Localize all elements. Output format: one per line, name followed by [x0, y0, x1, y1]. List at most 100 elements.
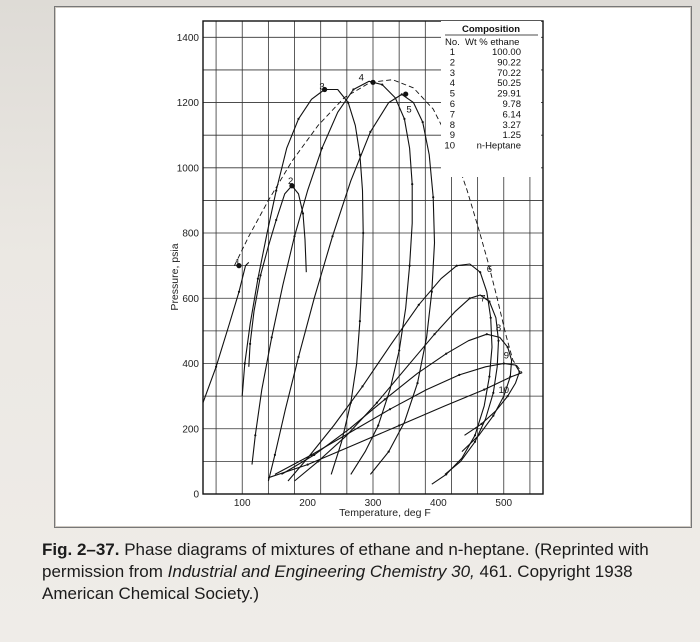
data-point — [383, 398, 386, 401]
data-point — [310, 453, 313, 456]
data-point — [398, 424, 401, 427]
data-point — [408, 264, 411, 267]
data-point — [473, 440, 477, 443]
legend-entry-wt: 9.78 — [503, 99, 522, 110]
legend-entry-no: 4 — [450, 78, 455, 89]
data-point — [358, 320, 361, 323]
y-tick-label: 800 — [182, 229, 199, 240]
x-tick-label: 300 — [365, 498, 382, 509]
data-point — [320, 147, 324, 150]
legend-entry-wt: n-Heptane — [477, 141, 521, 152]
x-axis-label: Temperature, deg F — [339, 507, 431, 519]
critical-point-marker — [370, 79, 376, 85]
legend-entry-wt: 6.14 — [503, 109, 522, 120]
tick-labels: 0 200 400 600 800 1000 1200 1400 100 200 300 400 500 — [177, 33, 513, 509]
data-point — [369, 130, 372, 133]
y-tick-label: 600 — [182, 294, 199, 305]
legend-entry-no: 10 — [444, 141, 455, 152]
data-point — [297, 117, 300, 120]
legend-entry-no: 2 — [450, 57, 455, 68]
y-tick-label: 1400 — [177, 33, 200, 44]
legend-entry-wt: 90.22 — [497, 57, 521, 68]
data-point — [347, 101, 350, 104]
y-tick-label: 1000 — [177, 163, 200, 174]
phase-envelopes — [202, 79, 523, 485]
data-point — [237, 290, 241, 293]
data-point — [417, 303, 420, 306]
legend-entry-no: 5 — [450, 89, 455, 100]
data-point — [254, 434, 257, 437]
data-point — [361, 385, 364, 388]
legend-col-no: No. — [445, 37, 460, 48]
y-tick-label: 400 — [182, 359, 199, 370]
data-point — [331, 235, 334, 238]
envelope-line — [268, 372, 523, 479]
data-point — [480, 422, 483, 425]
data-point — [421, 121, 424, 124]
legend-entry-no: 1 — [450, 47, 455, 58]
figure-caption: Fig. 2–37. Phase diagrams of mixtures of… — [42, 539, 682, 605]
data-point — [387, 450, 390, 453]
critical-point-marker — [289, 183, 295, 189]
data-point — [502, 362, 505, 365]
critical-point-marker — [403, 91, 409, 97]
data-point — [506, 346, 509, 349]
data-point — [488, 375, 491, 378]
data-point — [270, 336, 273, 339]
data-point — [479, 271, 482, 274]
x-tick-label: 200 — [299, 498, 316, 509]
legend-entry-no: 6 — [450, 99, 455, 110]
data-point — [411, 183, 414, 186]
envelope-line — [251, 80, 413, 475]
legend-col-wt: Wt % ethane — [465, 37, 519, 48]
data-point — [433, 333, 436, 336]
envelope-line — [248, 185, 307, 367]
data-point — [352, 88, 355, 91]
data-point — [275, 189, 278, 192]
envelope-line — [294, 294, 500, 482]
legend-background — [441, 21, 541, 177]
data-point — [375, 401, 378, 404]
legend-entry-wt: 3.27 — [503, 120, 522, 131]
data-point — [416, 382, 419, 385]
data-point — [259, 274, 262, 277]
data-point — [313, 453, 316, 456]
envelope-line — [241, 88, 364, 475]
plot-frame — [202, 20, 544, 495]
data-point — [455, 264, 458, 267]
caption-citation: 461. Copyright 1938 American Chemical So… — [42, 562, 633, 603]
legend-entry-no: 9 — [450, 130, 455, 141]
data-point — [432, 196, 435, 199]
curve-number-label: 8 — [496, 323, 501, 334]
data-point — [403, 117, 406, 120]
data-point — [485, 333, 488, 336]
caption-text: Phase diagrams of mixtures of ethane and… — [42, 540, 649, 581]
curve-number-label: 1 — [235, 258, 240, 269]
data-point — [297, 355, 300, 359]
caption-journal: Industrial and Engineering Chemistry 30, — [167, 562, 475, 581]
data-point — [273, 453, 276, 456]
legend-entry-no: 8 — [450, 120, 455, 131]
curve-number-label: 10 — [498, 385, 509, 396]
x-tick-label: 100 — [234, 498, 251, 509]
figure-panel: 1 2 3 4 5 6 7 8 9 10 0 200 400 600 800 1000 1200 1400 100… — [54, 6, 692, 528]
legend-entry-no: 3 — [450, 68, 455, 79]
data-point — [458, 373, 461, 376]
data-point — [492, 414, 495, 417]
curve-number-label: 2 — [288, 176, 293, 187]
curve-number-label: 4 — [359, 72, 364, 83]
data-point — [215, 365, 218, 368]
legend-entry-wt: 29.91 — [497, 89, 521, 100]
data-point — [506, 395, 509, 398]
data-point — [306, 463, 309, 466]
data-point — [468, 297, 471, 300]
y-axis-label: Pressure, psia — [169, 243, 181, 310]
envelope-line — [202, 262, 250, 403]
critical-point-marker — [236, 263, 242, 269]
data-point — [293, 235, 296, 238]
data-point — [388, 408, 392, 411]
y-tick-label: 200 — [182, 424, 199, 435]
